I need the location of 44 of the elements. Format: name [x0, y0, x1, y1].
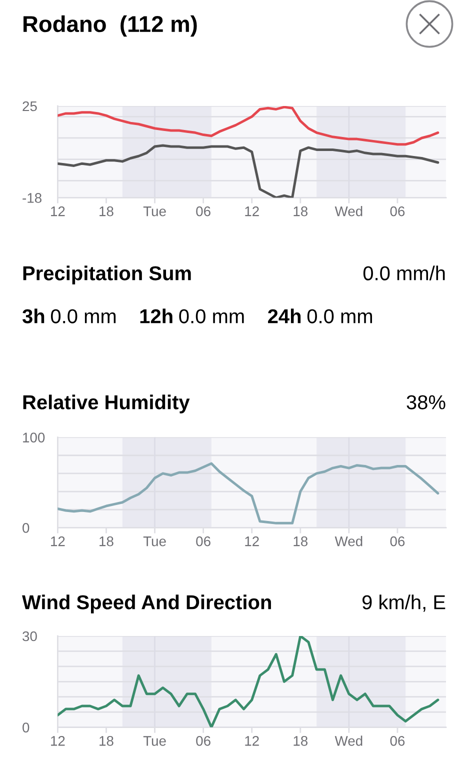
y-tick-label: 100	[23, 432, 45, 442]
x-tick-label: 06	[196, 536, 210, 546]
x-tick-label: 06	[390, 536, 405, 546]
chart-subtitle: 9 km/h, E	[362, 594, 446, 612]
text: 3h 0.0 mm	[22, 308, 116, 324]
x-tick-label: 12	[51, 536, 65, 546]
x-tick-label: 06	[196, 206, 210, 216]
chart-title: Wind Speed And Direction	[22, 594, 271, 614]
x-tick-label: 12	[51, 736, 65, 746]
x-tick-label: 06	[390, 206, 405, 216]
x-tick-label: 18	[294, 206, 308, 216]
x-tick-label: 12	[245, 206, 259, 216]
x-tick-label: 06	[196, 736, 210, 746]
x-tick-label: Wed	[334, 736, 362, 746]
text: 12h 0.0 mm	[140, 308, 244, 324]
x-tick-label: 18	[294, 536, 308, 546]
x-tick-label: Wed	[334, 206, 362, 216]
y-tick-label: 0	[22, 523, 30, 533]
text: 24h 0.0 mm	[268, 308, 372, 324]
chart-subtitle: 38%	[406, 395, 446, 410]
line-series	[58, 106, 440, 146]
x-tick-label: 18	[100, 206, 114, 216]
x-tick-label: Wed	[334, 536, 362, 546]
x-tick-label: 06	[390, 736, 405, 746]
x-tick-label: 12	[245, 736, 259, 746]
text: Precipitation Sum	[23, 266, 191, 284]
x-tick-label: 12	[51, 206, 65, 216]
chart-title: Relative Humidity	[23, 394, 190, 414]
y-tick-label: 25	[22, 101, 37, 112]
x-tick-label: Tue	[143, 536, 166, 546]
x-tick-label: 18	[100, 736, 114, 746]
x-tick-label: 18	[294, 736, 308, 746]
x-tick-label: Tue	[143, 206, 166, 216]
y-tick-label: 30	[22, 631, 37, 642]
line-series	[58, 636, 440, 728]
text: 0.0 mm/h	[363, 266, 445, 280]
y-tick-label: -18	[22, 193, 42, 203]
x-tick-label: 12	[245, 536, 259, 546]
y-tick-label: 0	[22, 722, 30, 732]
x-tick-label: 18	[100, 536, 114, 546]
line-series	[58, 462, 440, 524]
line-series	[58, 144, 440, 198]
chart-title: Rodano (112 m)	[24, 15, 197, 37]
x-tick-label: Tue	[143, 736, 166, 746]
